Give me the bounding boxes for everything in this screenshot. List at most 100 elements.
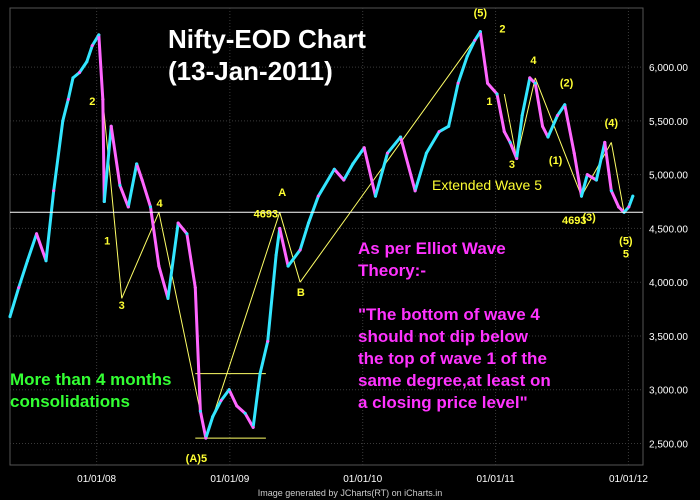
price-point — [17, 286, 21, 290]
price-point — [585, 173, 589, 177]
price-segment — [465, 38, 477, 58]
price-segment — [140, 178, 153, 209]
price-point — [25, 259, 29, 263]
price-point — [166, 296, 170, 300]
price-point — [456, 81, 460, 85]
price-segment — [555, 103, 567, 118]
price-segment — [456, 54, 469, 85]
price-point — [563, 103, 567, 107]
price-segment — [126, 162, 139, 209]
price-segment — [332, 167, 346, 182]
price-segment — [135, 162, 144, 182]
price-segment — [61, 97, 70, 123]
price-point — [219, 398, 223, 402]
price-segment — [316, 167, 336, 198]
price-point — [473, 38, 477, 42]
price-segment — [594, 140, 607, 182]
price-point — [193, 286, 197, 290]
price-segment — [235, 404, 247, 415]
wave-label: (1) — [549, 155, 563, 167]
price-point — [478, 30, 482, 34]
wave-trend-line — [205, 212, 281, 439]
price-point — [373, 194, 377, 198]
chart-title: Nifty-EOD Chart — [168, 24, 366, 54]
wave-label: 4693 — [562, 215, 586, 227]
price-point — [78, 71, 82, 75]
price-segment — [52, 119, 65, 193]
y-tick-label: 5,500.00 — [649, 117, 688, 128]
wave-label: 4 — [157, 198, 164, 210]
price-segment — [258, 339, 270, 376]
price-segment — [546, 114, 559, 139]
price-segment — [109, 124, 122, 187]
price-point — [579, 194, 583, 198]
price-segment — [101, 97, 106, 204]
price-point — [465, 54, 469, 58]
extended-wave-label: Extended Wave 5 — [432, 177, 542, 193]
price-point — [8, 315, 12, 319]
price-point — [332, 167, 336, 171]
price-segment — [362, 146, 377, 198]
elliot-line-2: Theory:- — [358, 261, 426, 280]
price-point — [495, 92, 499, 96]
price-point — [118, 183, 122, 187]
price-segment — [541, 124, 550, 139]
elliot-line-1: As per Elliot Wave — [358, 239, 506, 258]
price-segment — [78, 60, 89, 75]
price-segment — [373, 151, 389, 198]
wave-label: A — [278, 187, 286, 199]
wave-label: 3 — [119, 300, 125, 312]
wave-trend-line — [102, 99, 123, 299]
price-segment — [385, 135, 403, 155]
price-point — [278, 226, 282, 230]
wave-trend-line — [279, 212, 301, 283]
price-segment — [243, 411, 255, 429]
elliot-line-5: should not dip below — [358, 327, 529, 346]
price-segment — [286, 248, 302, 268]
x-tick-label: 01/01/08 — [77, 474, 116, 485]
chart-subtitle: (13-Jan-2011) — [168, 56, 333, 86]
price-point — [447, 124, 451, 128]
consolidation-note: More than 4 months consolidations — [10, 370, 172, 411]
price-segment — [198, 409, 208, 440]
price-segment — [35, 232, 48, 263]
price-segment — [185, 232, 197, 290]
wave-label: 4 — [530, 55, 537, 67]
x-tick-label: 01/01/10 — [343, 474, 382, 485]
price-point — [508, 140, 512, 144]
elliot-line-8: a closing price level" — [358, 393, 528, 412]
y-tick-label: 5,000.00 — [649, 171, 688, 182]
price-point — [342, 178, 346, 182]
price-segment — [520, 76, 532, 118]
price-point — [424, 151, 428, 155]
consolidation-line-1: More than 4 months — [10, 370, 172, 389]
wave-label: 1 — [486, 96, 492, 108]
wave-label: B — [297, 287, 305, 299]
price-point — [204, 436, 208, 440]
price-point — [140, 178, 144, 182]
elliot-wave-note: As per Elliot Wave Theory:- "The bottom … — [358, 239, 551, 412]
price-point — [306, 221, 310, 225]
price-point — [101, 97, 105, 101]
x-tick-label: 01/01/09 — [210, 474, 249, 485]
price-point — [520, 114, 524, 118]
y-axis-ticks: 6,000.00 5,500.00 5,000.00 4,500.00 4,000.00… — [649, 63, 688, 450]
price-point — [157, 264, 161, 268]
price-point — [413, 189, 417, 193]
wave-label: 5 — [623, 248, 629, 260]
wave-label: 4693 — [254, 209, 278, 221]
price-point — [298, 248, 302, 252]
price-segment — [495, 92, 506, 134]
price-segment — [306, 194, 320, 225]
price-point — [35, 232, 39, 236]
price-series — [8, 30, 635, 440]
y-tick-label: 2,500.00 — [649, 439, 688, 450]
price-point — [227, 388, 231, 392]
price-point — [515, 157, 519, 161]
price-point — [66, 97, 70, 101]
price-point — [97, 33, 101, 37]
price-segment — [227, 388, 239, 408]
price-segment — [102, 124, 113, 204]
price-point — [109, 124, 113, 128]
price-point — [61, 119, 65, 123]
